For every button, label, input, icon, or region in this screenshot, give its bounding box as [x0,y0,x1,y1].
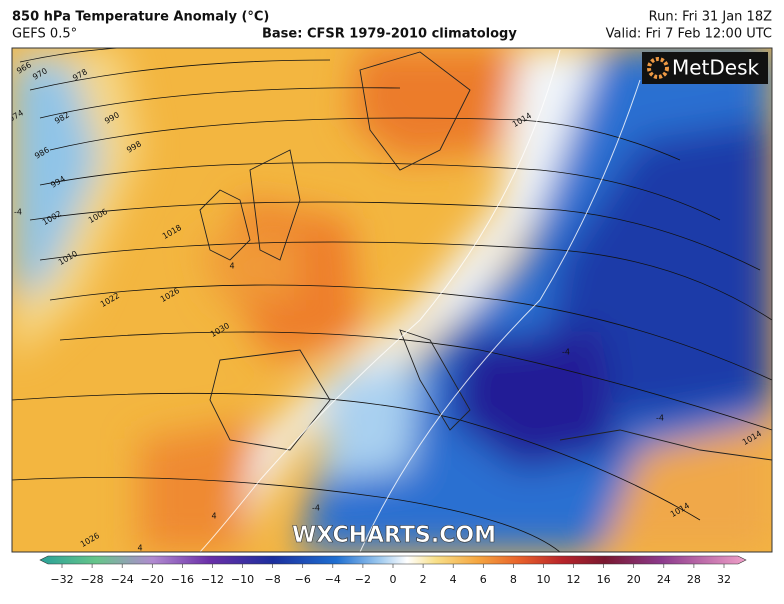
contour-label: 4 [211,512,216,521]
model: GEFS 0.5° [12,27,77,42]
contour-label: 4 [137,544,142,553]
contour-label: -4 [656,414,664,423]
colorbar-label: 24 [657,573,671,586]
colorbar-label: 2 [420,573,427,586]
colorbar-label: 16 [597,573,611,586]
colorbar-label: −20 [141,573,164,586]
colorbar-label: −6 [295,573,311,586]
logo-box [642,52,768,84]
contour-label: -4 [14,208,22,217]
colorbar-label: 12 [567,573,581,586]
contour-label: 4 [229,262,234,271]
colorbar-label: 20 [627,573,641,586]
base: Base: CFSR 1979-2010 climatology [262,27,517,42]
title: 850 hPa Temperature Anomaly (°C) [12,10,269,25]
coastlines [199,51,772,461]
colorbar-label: −10 [231,573,254,586]
run: Run: Fri 31 Jan 18Z [649,10,772,25]
isobars [12,48,772,552]
colorbar-label: −16 [171,573,194,586]
watermark: WXCHARTS.COM [292,523,496,548]
contour-label: -4 [562,348,570,357]
colorbar-label: −2 [355,573,371,586]
colorbar-label: 8 [510,573,517,586]
colorbar-label: −4 [325,573,341,586]
logo: MetDesk [672,56,760,80]
colorbar-label: −32 [50,573,73,586]
contour-label: -4 [312,504,320,513]
logo-icon [647,57,669,79]
colorbar [39,555,747,565]
colorbar-label: −28 [80,573,103,586]
anomaly-contours [199,49,641,552]
colorbar-label: 28 [687,573,701,586]
valid: Valid: Fri 7 Feb 12:00 UTC [606,27,772,42]
map-frame [11,47,773,553]
colorbar-label: 6 [480,573,487,586]
colorbar-label: 4 [450,573,457,586]
colorbar-label: −24 [111,573,134,586]
colorbar-label: 0 [390,573,397,586]
colorbar-label: 32 [717,573,731,586]
colorbar-label: −12 [201,573,224,586]
colorbar-label: 10 [536,573,550,586]
colorbar-label: −8 [265,573,281,586]
